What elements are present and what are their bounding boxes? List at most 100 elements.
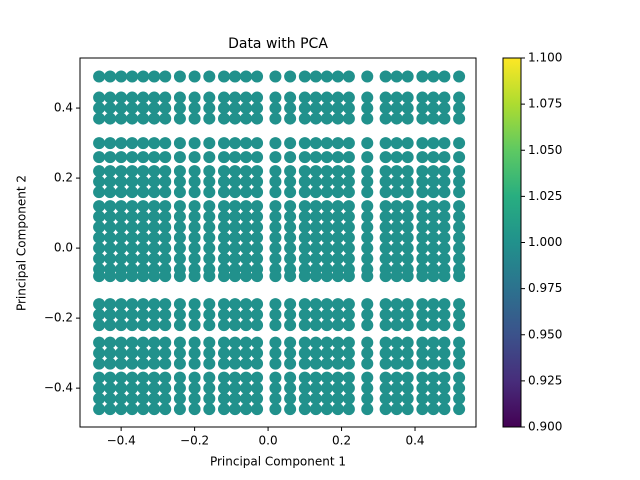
point	[159, 270, 172, 283]
point	[309, 403, 322, 416]
point	[331, 70, 344, 83]
point	[173, 231, 186, 244]
point	[203, 336, 216, 349]
point	[298, 112, 311, 125]
point	[148, 270, 161, 283]
point	[104, 242, 117, 255]
point	[390, 186, 403, 199]
point	[173, 308, 186, 321]
point	[173, 200, 186, 213]
point	[126, 347, 139, 360]
point	[148, 102, 161, 115]
point	[229, 382, 242, 395]
point	[331, 319, 344, 332]
point	[188, 151, 201, 164]
point	[284, 200, 297, 213]
point	[218, 186, 230, 199]
point	[137, 403, 150, 416]
point	[284, 210, 297, 223]
point	[401, 70, 414, 83]
point	[251, 252, 264, 265]
point	[188, 319, 201, 332]
point	[203, 221, 216, 234]
point	[203, 319, 216, 332]
point	[229, 165, 242, 178]
point	[453, 112, 466, 125]
point	[361, 392, 374, 405]
point	[93, 165, 106, 178]
point	[361, 371, 374, 384]
point	[173, 242, 186, 255]
point	[453, 186, 466, 199]
point	[137, 175, 150, 188]
x-tick-label: −0.4	[107, 434, 136, 448]
point	[240, 252, 253, 265]
point	[284, 298, 297, 311]
point	[342, 165, 355, 178]
point	[229, 371, 242, 384]
point	[390, 221, 403, 234]
point	[218, 210, 230, 223]
point	[342, 112, 355, 125]
point	[427, 357, 440, 370]
point	[361, 112, 374, 125]
point	[203, 200, 216, 213]
point	[361, 102, 374, 115]
point	[229, 319, 242, 332]
point	[401, 137, 414, 150]
point	[331, 186, 344, 199]
point	[115, 270, 128, 283]
point	[93, 210, 106, 223]
point	[173, 357, 186, 370]
point	[218, 151, 230, 164]
point	[298, 91, 311, 104]
point	[331, 357, 344, 370]
point	[298, 319, 311, 332]
point	[104, 70, 117, 83]
point	[218, 403, 230, 416]
point	[93, 319, 106, 332]
x-axis-label: Principal Component 1	[210, 455, 346, 469]
point	[173, 175, 186, 188]
point	[320, 382, 333, 395]
point	[320, 200, 333, 213]
point	[427, 137, 440, 150]
point	[126, 175, 139, 188]
point	[173, 221, 186, 234]
point	[453, 91, 466, 104]
point	[320, 70, 333, 83]
point	[438, 357, 451, 370]
point	[401, 371, 414, 384]
point	[320, 308, 333, 321]
point	[126, 382, 139, 395]
point	[159, 392, 172, 405]
point	[115, 91, 128, 104]
point	[309, 102, 322, 115]
point	[379, 336, 392, 349]
point	[173, 151, 186, 164]
point	[218, 165, 230, 178]
point	[269, 298, 282, 311]
point	[342, 186, 355, 199]
point	[148, 186, 161, 199]
point	[361, 137, 374, 150]
point	[331, 175, 344, 188]
point	[159, 347, 172, 360]
point	[320, 392, 333, 405]
point	[126, 270, 139, 283]
point	[269, 175, 282, 188]
point	[427, 336, 440, 349]
point	[203, 186, 216, 199]
point	[126, 210, 139, 223]
point	[331, 403, 344, 416]
point	[104, 252, 117, 265]
point	[218, 308, 230, 321]
point	[390, 336, 403, 349]
point	[188, 165, 201, 178]
point	[309, 252, 322, 265]
point	[148, 319, 161, 332]
point	[427, 210, 440, 223]
point	[298, 221, 311, 234]
point	[401, 165, 414, 178]
